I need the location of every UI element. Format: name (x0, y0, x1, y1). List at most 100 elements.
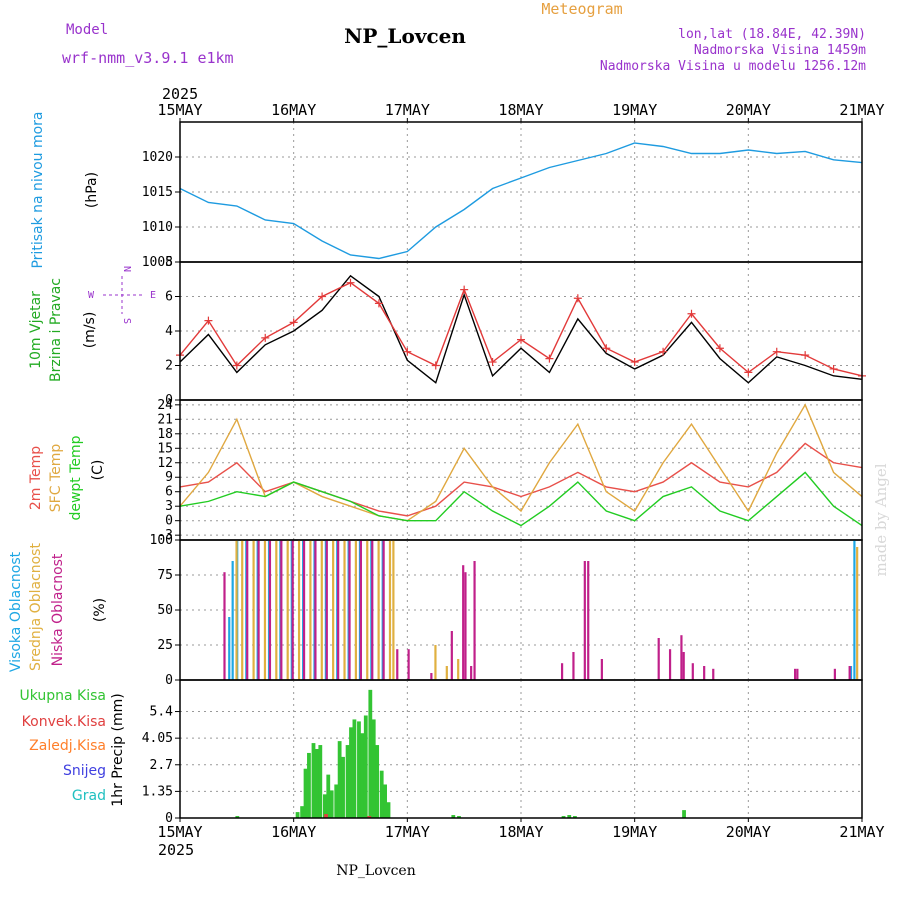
year-bottom: 2025 (158, 841, 194, 859)
series-bar (326, 774, 331, 818)
series-bar (462, 565, 465, 680)
series-bar (318, 745, 323, 818)
compass-e: E (150, 290, 156, 301)
series-bar (396, 649, 399, 680)
y-tick-label: 100 (150, 533, 173, 548)
series-bar (320, 540, 323, 680)
gust-marker (602, 344, 611, 353)
series-bar (680, 635, 683, 680)
series-bar (430, 673, 433, 680)
gust-marker (488, 358, 497, 367)
y-tick-label: 0 (165, 393, 173, 408)
gust-marker (715, 344, 724, 353)
y-tick-label: 25 (157, 638, 173, 653)
series-bar (457, 816, 461, 818)
y-tick-label: 50 (157, 603, 173, 618)
compass-n: N (121, 266, 132, 272)
series-bar (375, 745, 380, 818)
precip-unit: 1hr Precip (mm) (110, 693, 126, 806)
x-tick-label: 20MAY (726, 101, 771, 119)
series-bar (325, 540, 328, 680)
gust-marker (204, 316, 213, 325)
series-bar (235, 540, 238, 680)
series-bar (407, 649, 410, 680)
gust-marker (431, 361, 440, 370)
series-bar (343, 540, 346, 680)
x-tick-label: 17MAY (385, 101, 430, 119)
product-title: Meteogram (541, 0, 622, 18)
y-tick-label: -3 (157, 528, 173, 543)
series-bar (388, 540, 392, 680)
series-bar (434, 645, 437, 680)
series-bar (360, 733, 365, 818)
gust-marker (261, 333, 270, 342)
series-bar (371, 540, 374, 680)
y-tick-label: 1020 (142, 150, 173, 165)
series-bar (329, 790, 334, 818)
x-tick-label: 16MAY (271, 823, 316, 841)
precip-snow-label: Snijeg (63, 763, 106, 779)
x-tick-label: 15MAY (157, 101, 202, 119)
series-bar (691, 663, 694, 680)
series-bar (712, 668, 715, 680)
series-bar (366, 540, 369, 680)
cloud-high-label: Visoka Oblacnost (8, 551, 24, 672)
series-bar (359, 540, 362, 680)
cloud-mid-label: Srednja Oblacnost (28, 543, 44, 671)
panel-frame (179, 679, 863, 819)
panel-frame (179, 399, 863, 541)
series-bar (315, 749, 319, 818)
series-bar (337, 741, 342, 818)
y-tick-label: 75 (157, 568, 173, 583)
series-bar (794, 668, 797, 680)
gust-marker (318, 292, 327, 301)
series-bar (297, 540, 301, 680)
compass-icon: W E N S (88, 266, 156, 324)
y-tick-label: 15 (157, 441, 173, 456)
series-bar (257, 540, 260, 680)
x-tick-label: 17MAY (385, 823, 430, 841)
pressure-unit: (hPa) (84, 172, 100, 208)
series-bar (332, 540, 335, 680)
x-tick-label: 16MAY (271, 101, 316, 119)
series-bar (223, 572, 226, 680)
y-tick-label: 4.05 (142, 731, 173, 746)
y-tick-label: 1.35 (142, 784, 173, 799)
series-bar (235, 816, 240, 818)
gust-marker (573, 294, 582, 303)
series-bar (796, 668, 799, 680)
series-bar (383, 784, 387, 818)
series-bar (311, 743, 316, 818)
y-tick-label: 1015 (142, 185, 173, 200)
series-bar (303, 768, 308, 818)
y-tick-label: 24 (157, 398, 173, 413)
series-bar (352, 719, 357, 818)
model-value: wrf-nmm_v3.9.1 e1km (62, 49, 234, 67)
y-tick-label: 0 (165, 811, 173, 826)
series-bar (668, 649, 672, 680)
gust-marker (801, 351, 810, 360)
gust-marker (346, 278, 355, 287)
gust-marker (744, 368, 753, 377)
x-tick-label: 21MAY (839, 101, 884, 119)
credit-label: made by Angel (872, 463, 890, 576)
year-top: 2025 (162, 85, 198, 103)
series-bar (473, 561, 476, 680)
y-tick-label: 2.7 (150, 758, 173, 773)
series-bar (324, 814, 328, 818)
series-bar (348, 540, 351, 680)
gust-marker (460, 285, 469, 294)
series-bar (457, 659, 460, 680)
precip-conv-label: Konvek.Kisa (22, 714, 106, 730)
precip-frz-label: Zaledj.Kisa (29, 738, 106, 754)
series-bar (386, 802, 391, 818)
series-bar (703, 666, 706, 680)
series-line (179, 471, 863, 527)
gust-marker (517, 335, 525, 344)
altitude-label: Nadmorska Visina 1459m (694, 43, 866, 58)
series-bar (280, 540, 283, 680)
temp-2m-label: 2m Temp (28, 446, 44, 510)
gust-marker (829, 364, 838, 373)
x-tick-label: 18MAY (498, 823, 543, 841)
series-bar (286, 540, 289, 680)
